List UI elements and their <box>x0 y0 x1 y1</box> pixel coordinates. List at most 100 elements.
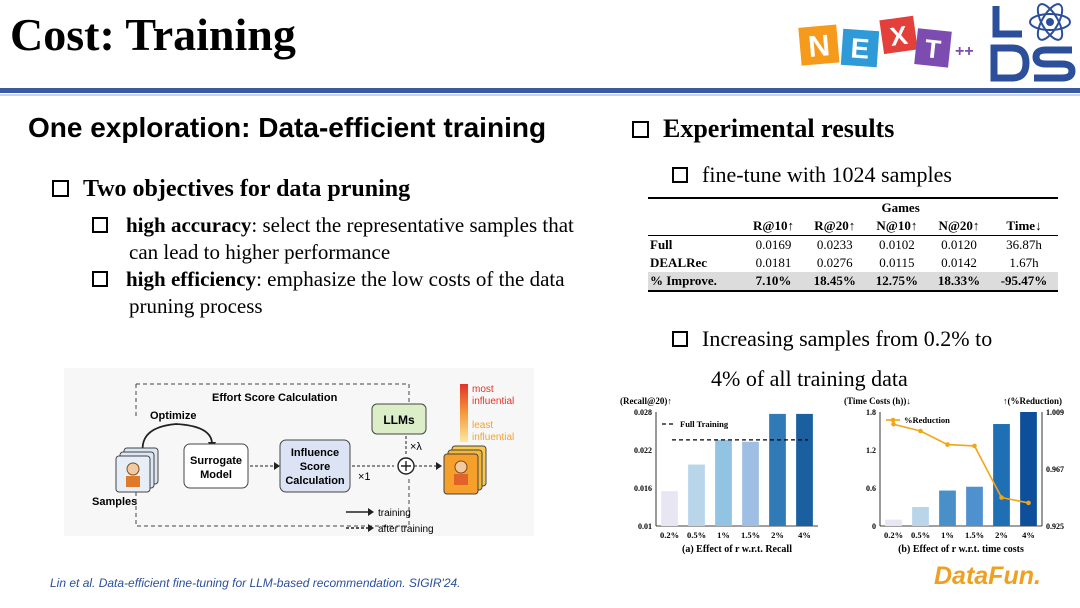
checkbox-bullet-icon <box>52 180 69 197</box>
y-tick-label: 0.022 <box>634 446 652 455</box>
bar <box>769 413 786 526</box>
y-tick-label: 1.8 <box>866 408 876 417</box>
x-tick-label: 1.5% <box>741 530 760 540</box>
times-one-label: ×1 <box>358 471 371 483</box>
title-divider <box>0 88 1080 93</box>
col-header: R@20↑ <box>814 218 856 233</box>
influence-gradient-legend <box>460 384 468 442</box>
increasing-samples-line2: 4% of all training data <box>711 366 908 391</box>
x-tick-label: 1.5% <box>965 530 984 540</box>
dealrec-diagram: Effort Score Calculation Optimize Sample… <box>64 368 534 536</box>
x-tick-label: 2% <box>995 530 1008 540</box>
x-tick-label: 2% <box>771 530 784 540</box>
finetune-label: fine-tune with 1024 samples <box>672 162 952 188</box>
effort-score-label: Effort Score Calculation <box>212 392 338 404</box>
datafun-logo: DataFun. <box>934 562 1041 590</box>
legend-least-2: influential <box>472 432 514 443</box>
x-tick-label: 1% <box>717 530 730 540</box>
surrogate-label-2: Model <box>200 469 232 481</box>
reduction-point <box>945 442 950 447</box>
title-divider-shadow <box>0 94 1080 96</box>
svg-text:X: X <box>888 20 910 52</box>
chart-title: (a) Effect of r w.r.t. Recall <box>682 544 792 555</box>
x-tick-label: 1% <box>941 530 954 540</box>
times-lambda-label: ×λ <box>410 441 422 453</box>
legend-full-training: Full Training <box>680 419 729 429</box>
svg-text:E: E <box>850 32 871 64</box>
svg-text:++: ++ <box>955 43 974 60</box>
results-table: Games R@10↑ R@20↑ N@10↑ N@20↑ Time↓ Full… <box>648 197 1058 292</box>
lds-logo <box>990 3 1076 82</box>
col-header: N@20↑ <box>938 218 980 233</box>
surrogate-label-1: Surrogate <box>190 455 242 467</box>
bar <box>966 486 983 526</box>
samples-label: Samples <box>92 496 137 508</box>
svg-text:T: T <box>923 33 942 65</box>
checkbox-bullet-icon <box>92 217 108 233</box>
x-tick-label: 4% <box>1022 530 1035 540</box>
table-row: Full 0.0169 0.0233 0.0102 0.0120 36.87h <box>648 235 1058 254</box>
legend-least-1: least <box>472 420 493 431</box>
legend-training: training <box>378 508 411 519</box>
bar <box>1020 412 1037 526</box>
chart-title: (b) Effect of r w.r.t. time costs <box>898 544 1024 555</box>
legend-most-1: most <box>472 384 494 395</box>
table-group-header: Games <box>743 197 1058 217</box>
optimize-label: Optimize <box>150 410 196 422</box>
y-tick-label: 0 <box>872 522 876 531</box>
reduction-point <box>972 443 977 449</box>
x-tick-label: 4% <box>798 530 811 540</box>
next-logo: N E X T ++ <box>798 15 974 68</box>
reduction-line <box>893 423 1029 504</box>
y-tick-label: 0.6 <box>866 484 876 493</box>
y2-tick-label: 1.009 <box>1046 408 1064 417</box>
y-tick-label: 0.028 <box>634 408 652 417</box>
y-axis-label: (Recall@20)↑ <box>620 396 672 406</box>
reduction-point <box>1026 500 1031 506</box>
col-header: R@10↑ <box>752 218 794 233</box>
charts-panel: (Recall@20)↑ 0.01 0.016 0.022 0.028 0.2% 0.5% 1… <box>620 396 1064 555</box>
x-tick-label: 0.5% <box>911 530 930 540</box>
influence-label-1: Influence <box>291 447 339 459</box>
legend-most-2: influential <box>472 396 514 407</box>
col-header: N@10↑ <box>876 218 918 233</box>
y-tick-label: 0.01 <box>638 522 652 531</box>
llms-label: LLMs <box>383 413 415 427</box>
samples-stack-icon <box>115 447 159 493</box>
bar <box>688 464 705 526</box>
x-tick-label: 0.5% <box>687 530 706 540</box>
bar <box>885 519 902 526</box>
x-tick-label: 0.2% <box>884 530 903 540</box>
bar <box>742 441 759 526</box>
bar <box>661 491 678 526</box>
y-tick-label: 0.016 <box>634 484 652 493</box>
influence-label-3: Calculation <box>285 475 345 487</box>
y2-axis-label: ↑(%Reduction) <box>1003 396 1062 406</box>
legend-marker-reduction <box>890 417 896 423</box>
reduction-point <box>918 428 923 434</box>
bar <box>912 507 929 526</box>
bar <box>939 490 956 526</box>
section-heading: One exploration: Data-efficient training <box>28 112 547 143</box>
bar <box>796 413 813 526</box>
checkbox-bullet-icon <box>632 121 649 138</box>
bar <box>715 439 732 526</box>
influence-label-2: Score <box>300 461 331 473</box>
checkbox-bullet-icon <box>672 331 688 347</box>
experimental-results-title: Experimental results <box>632 114 894 144</box>
reduction-point <box>999 495 1004 500</box>
citation: Lin et al. Data-efficient fine-tuning fo… <box>50 576 461 590</box>
selected-samples-icon <box>443 445 487 495</box>
legend-reduction: %Reduction <box>904 415 950 425</box>
y-tick-label: 1.2 <box>866 446 876 455</box>
col-header: Time↓ <box>1006 218 1042 233</box>
checkbox-bullet-icon <box>92 271 108 287</box>
y2-tick-label: 0.925 <box>1046 522 1064 531</box>
y2-tick-label: 0.967 <box>1046 465 1064 474</box>
increasing-samples-line1: Increasing samples from 0.2% to <box>672 326 992 352</box>
table-row: DEALRec 0.0181 0.0276 0.0115 0.0142 1.67… <box>650 255 1039 270</box>
objectives-title: Two objectives for data pruning <box>52 176 410 203</box>
y-axis-label: (Time Costs (h))↓ <box>844 396 911 406</box>
slide-title: Cost: Training <box>10 9 296 60</box>
legend-after-training: after training <box>378 524 434 535</box>
